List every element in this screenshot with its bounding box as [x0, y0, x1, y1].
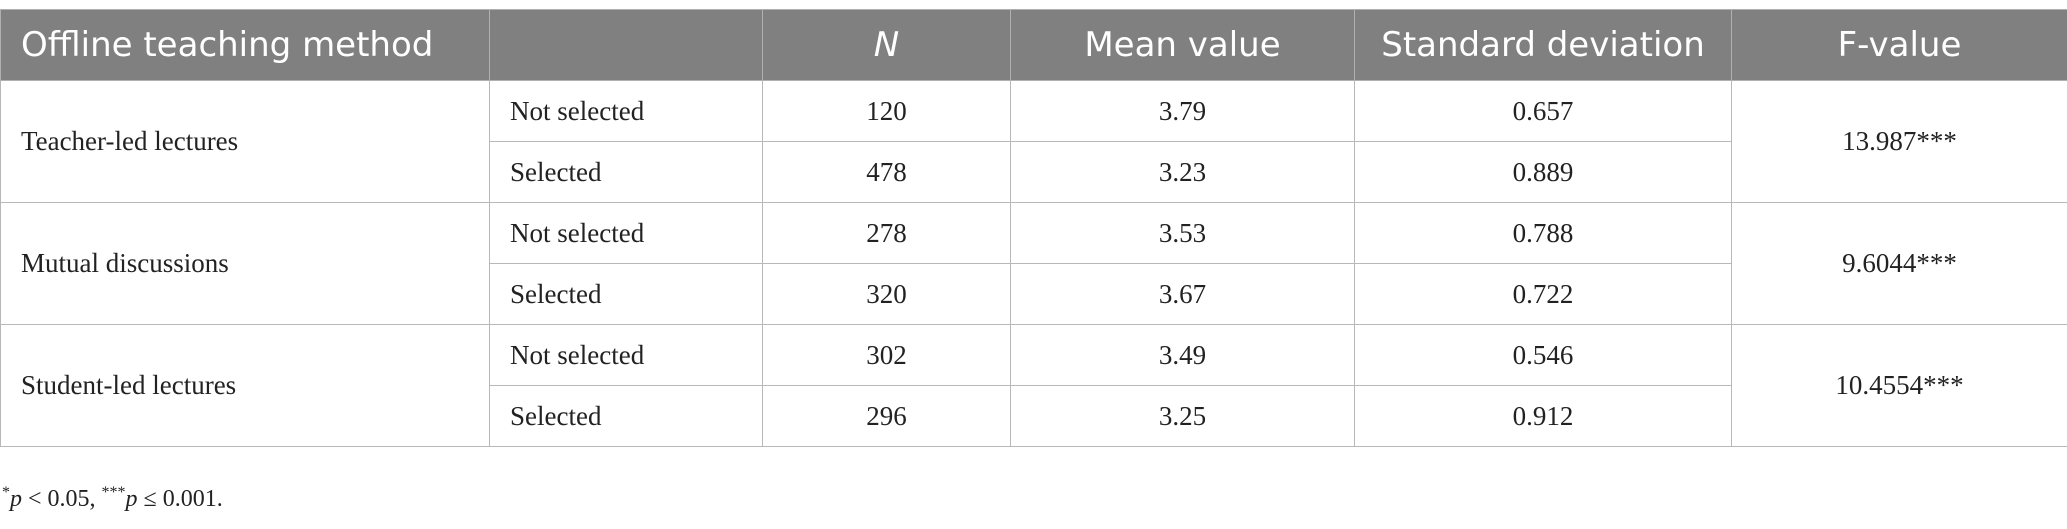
f-value-cell: 13.987*** [1731, 80, 2067, 203]
table-header: Offline teaching method N Mean value Sta… [0, 9, 2067, 81]
mean-cell: 3.49 [1010, 324, 1355, 386]
n-cell: 302 [762, 324, 1011, 386]
sd-cell: 0.788 [1354, 202, 1732, 264]
method-cell: Mutual discussions [0, 202, 490, 325]
n-cell: 296 [762, 385, 1011, 447]
sd-cell: 0.912 [1354, 385, 1732, 447]
header-cell: F-value [1731, 9, 2067, 81]
footnote-text: < 0.05, [22, 486, 102, 512]
n-cell: 120 [762, 80, 1011, 142]
footnote-text: ≤ 0.001. [137, 486, 223, 512]
method-cell: Student-led lectures [0, 324, 490, 447]
selection-cell: Selected [489, 263, 763, 325]
mean-cell: 3.53 [1010, 202, 1355, 264]
mean-cell: 3.25 [1010, 385, 1355, 447]
table-row: Mutual discussions Not selected 278 3.53 0.7… [0, 202, 2067, 325]
table-row: Teacher-led lectures Not selected 120 3.79 0… [0, 80, 2067, 203]
table-body: Teacher-led lectures Not selected 120 3.79 0… [0, 80, 2067, 447]
mean-cell: 3.79 [1010, 80, 1355, 142]
header-cell [489, 9, 763, 81]
f-value-cell: 9.6044*** [1731, 202, 2067, 325]
selection-cell: Not selected [489, 202, 763, 264]
header-row: Offline teaching method N Mean value Sta… [0, 9, 2067, 81]
footnote-mark: *** [101, 484, 126, 501]
n-cell: 278 [762, 202, 1011, 264]
sd-cell: 0.657 [1354, 80, 1732, 142]
sd-cell: 0.889 [1354, 141, 1732, 203]
data-table: Offline teaching method N Mean value Sta… [0, 9, 2067, 447]
mean-cell: 3.67 [1010, 263, 1355, 325]
header-cell: N [762, 9, 1011, 81]
n-cell: 478 [762, 141, 1011, 203]
selection-cell: Not selected [489, 324, 763, 386]
table-row: Selected 296 3.25 0.912 [1, 385, 2067, 447]
footnote: *p < 0.05, ***p ≤ 0.001. [2, 484, 223, 513]
header-cell: Standard deviation [1354, 9, 1732, 81]
selection-cell: Selected [489, 385, 763, 447]
f-value-cell: 10.4554*** [1731, 324, 2067, 447]
n-cell: 320 [762, 263, 1011, 325]
header-cell: Offline teaching method [0, 9, 490, 81]
footnote-p: p [125, 486, 138, 512]
sd-cell: 0.722 [1354, 263, 1732, 325]
table-row: Student-led lectures Not selected 302 3.49 0… [0, 324, 2067, 447]
selection-cell: Selected [489, 141, 763, 203]
sd-cell: 0.546 [1354, 324, 1732, 386]
mean-cell: 3.23 [1010, 141, 1355, 203]
selection-cell: Not selected [489, 80, 763, 142]
method-cell: Teacher-led lectures [0, 80, 490, 203]
header-cell: Mean value [1010, 9, 1355, 81]
footnote-mark: * [2, 484, 10, 501]
footnote-p: p [10, 486, 22, 512]
